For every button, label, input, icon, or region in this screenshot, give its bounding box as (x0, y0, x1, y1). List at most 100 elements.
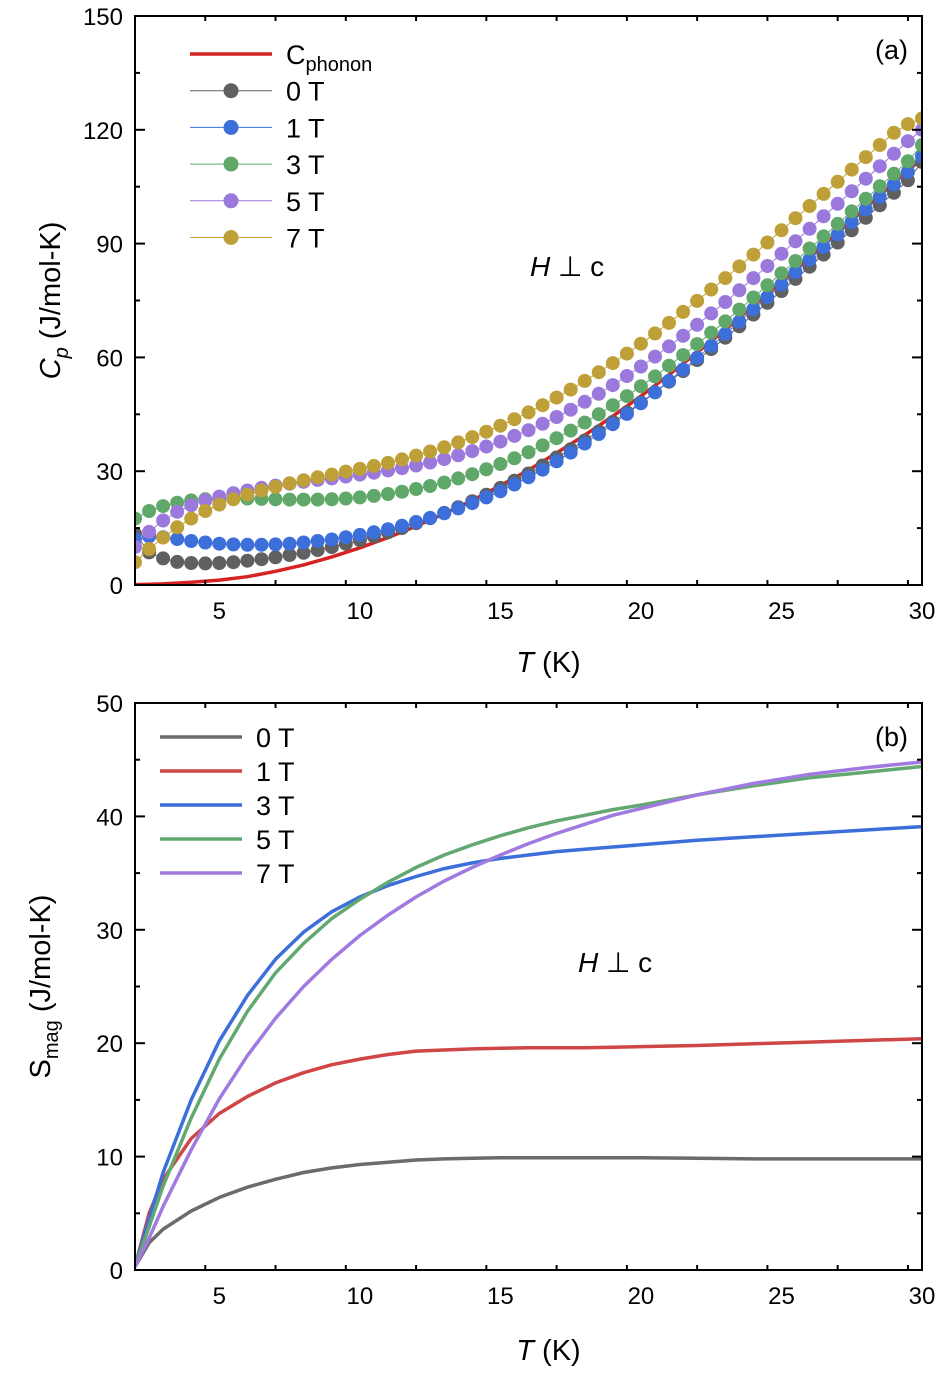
data-point (802, 199, 817, 213)
legend-label-main: 5 T (286, 187, 325, 217)
data-point (619, 389, 634, 404)
data-point (886, 146, 901, 161)
data-point (479, 424, 494, 439)
data-point (648, 385, 662, 400)
data-point (774, 246, 789, 261)
data-point (366, 488, 381, 503)
data-point (788, 254, 803, 268)
data-point (816, 240, 831, 254)
x-axis-label-var: T (516, 647, 536, 679)
legend-entry: Cphonon (190, 40, 372, 76)
data-point (282, 492, 297, 507)
y-tick-label: 30 (96, 918, 123, 945)
data-point (648, 349, 662, 364)
data-point (479, 462, 494, 477)
data-point (690, 317, 705, 332)
data-point (577, 373, 592, 388)
legend-label-main: 0 T (286, 77, 325, 107)
data-point (886, 177, 901, 192)
x-tick-label: 20 (628, 1283, 655, 1310)
data-point (746, 302, 761, 317)
data-point (591, 386, 606, 401)
data-point (858, 150, 873, 165)
data-point (690, 350, 705, 365)
x-tick-label: 25 (768, 598, 795, 625)
data-point (872, 189, 887, 204)
legend-entry: 0 T (160, 723, 295, 753)
data-point (437, 506, 452, 521)
data-point (184, 511, 199, 526)
data-point (226, 537, 241, 552)
data-point (395, 452, 409, 467)
data-point (282, 476, 297, 491)
data-point (296, 535, 311, 550)
data-point (135, 540, 142, 555)
data-point (437, 452, 452, 467)
legend-label: 3 T (286, 150, 325, 180)
data-point (198, 493, 213, 508)
data-point (521, 470, 536, 485)
data-point (423, 444, 438, 459)
panel-a-label: (a) (875, 35, 908, 65)
legend-entry: 1 T (160, 757, 295, 787)
data-point (465, 467, 480, 482)
data-point (816, 229, 831, 244)
data-point (451, 448, 466, 463)
data-point (240, 537, 255, 552)
data-point (619, 406, 634, 421)
panel-b-x-axis-label: T (K) (516, 1335, 580, 1367)
data-point (802, 252, 817, 267)
data-point (718, 271, 733, 286)
data-point (760, 259, 775, 273)
data-point (521, 423, 536, 438)
data-point (900, 117, 915, 132)
data-point (858, 202, 873, 217)
y-axis-label-main: S (25, 1059, 57, 1078)
data-point (352, 527, 367, 542)
data-point (535, 398, 550, 413)
data-point (690, 293, 705, 308)
data-point (156, 551, 171, 566)
data-point (774, 266, 789, 281)
data-point (605, 398, 620, 413)
data-point (142, 504, 157, 518)
data-point (409, 458, 424, 473)
data-point (844, 184, 859, 199)
data-point (802, 241, 817, 256)
data-point (352, 490, 367, 505)
data-point (563, 445, 578, 460)
data-point (844, 215, 859, 229)
data-point (423, 479, 438, 493)
data-point (212, 536, 227, 551)
data-point (633, 336, 648, 351)
legend-label: 1 T (256, 757, 295, 787)
data-point (198, 504, 213, 518)
legend-label: 0 T (256, 723, 295, 753)
data-point (633, 396, 648, 411)
data-point (338, 464, 353, 479)
data-point (886, 166, 901, 181)
data-point (170, 554, 185, 569)
data-point (549, 410, 564, 424)
data-point (493, 484, 508, 499)
legend-label-sub: phonon (306, 54, 373, 76)
data-point (746, 290, 761, 305)
data-point (465, 444, 480, 459)
data-point (830, 227, 845, 242)
data-point (774, 223, 789, 238)
data-point (535, 462, 550, 477)
data-point (549, 390, 564, 405)
data-point (704, 306, 719, 321)
data-point (662, 315, 676, 330)
data-point (296, 492, 311, 507)
data-point (142, 524, 157, 539)
y-tick-label: 0 (110, 1258, 123, 1285)
x-axis-label-var: T (516, 1335, 536, 1367)
legend-label-main: 1 T (256, 757, 295, 787)
legend-entry: 1 T (190, 113, 325, 143)
data-point (732, 302, 747, 317)
data-point (549, 454, 564, 469)
legend-entry: 7 T (160, 859, 295, 889)
data-point (535, 438, 550, 453)
data-point (352, 461, 367, 476)
